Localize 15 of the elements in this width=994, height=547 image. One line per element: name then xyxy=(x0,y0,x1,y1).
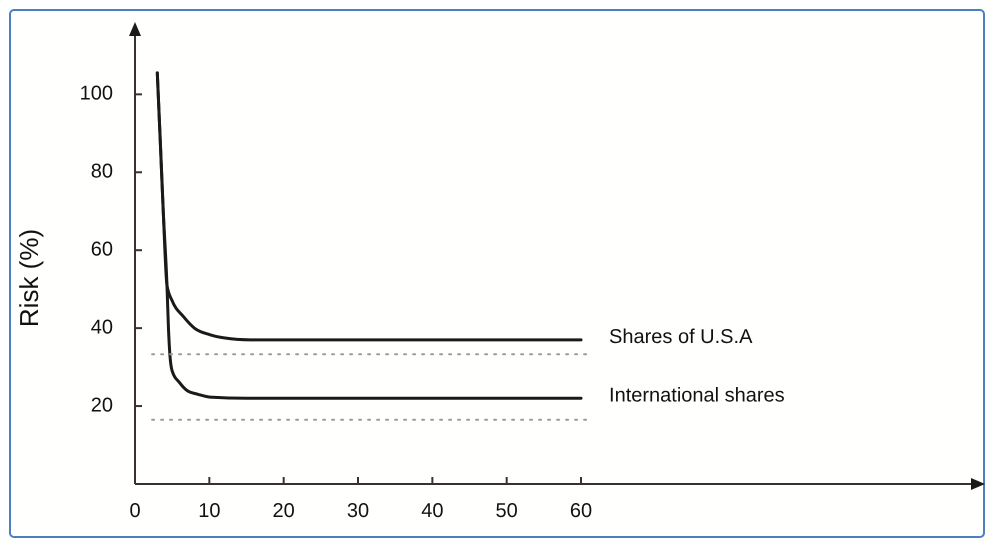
y-tick-label: 60 xyxy=(90,238,113,260)
x-tick-label: 10 xyxy=(198,500,220,522)
y-tick-label: 40 xyxy=(90,316,113,338)
y-tick-label: 20 xyxy=(90,394,113,416)
series-label: International shares xyxy=(609,384,785,407)
x-tick-label: 20 xyxy=(272,500,295,522)
x-tick-label: 30 xyxy=(346,500,370,522)
x-tick-label: 60 xyxy=(570,500,592,522)
y-tick-label: 100 xyxy=(80,82,113,105)
y-tick-label: 80 xyxy=(90,160,113,183)
y-axis-title: Risk (%) xyxy=(14,228,44,328)
x-tick-label: 50 xyxy=(496,500,518,522)
x-tick-label: 40 xyxy=(421,500,444,522)
x-tick-label: 0 xyxy=(129,500,141,522)
series-label: Shares of U.S.A xyxy=(609,326,754,348)
